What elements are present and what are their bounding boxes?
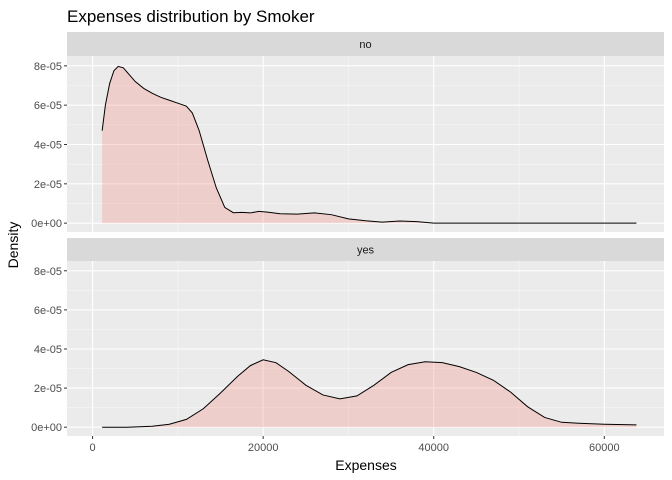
y-tick-label: 6e-05	[34, 100, 62, 112]
x-tick-label: 20000	[248, 442, 279, 454]
density-line-no	[101, 65, 637, 224]
density-area-no	[102, 66, 637, 224]
facet-panels: no 0e+00 2e-05 4e-05 6e-05 8e-05 yes 0e+00 2e-05…	[31, 32, 664, 436]
facet-strip	[67, 32, 664, 56]
x-tick-label: 60000	[589, 442, 620, 454]
y-tick-label: 2e-05	[34, 179, 62, 191]
chart-title: Expenses distribution by Smoker	[67, 7, 315, 26]
facet-panel-yes: yes 0e+00 2e-05 4e-05 6e-05 8e-05	[31, 238, 664, 436]
y-axis-title: Density	[5, 222, 21, 269]
facet-panel-no: no 0e+00 2e-05 4e-05 6e-05 8e-05	[31, 32, 664, 232]
facet-strip-label: yes	[357, 245, 375, 257]
facet-strip-label: no	[359, 39, 371, 51]
y-tick-label: 4e-05	[34, 139, 62, 151]
x-axis-title: Expenses	[335, 457, 396, 473]
y-tick-label: 0e+00	[31, 218, 62, 230]
y-tick-label: 8e-05	[34, 266, 62, 278]
x-tick-label: 40000	[418, 442, 449, 454]
y-tick-label: 2e-05	[34, 383, 62, 395]
y-tick-label: 0e+00	[31, 422, 62, 434]
x-tick-label: 0	[90, 442, 96, 454]
facet-strip	[67, 238, 664, 261]
y-tick-label: 6e-05	[34, 305, 62, 317]
density-area-yes	[102, 359, 637, 428]
y-tick-label: 4e-05	[34, 344, 62, 356]
y-tick-label: 8e-05	[34, 61, 62, 73]
x-axis: 0 20000 40000 60000	[90, 436, 620, 454]
density-line-yes	[102, 359, 637, 428]
